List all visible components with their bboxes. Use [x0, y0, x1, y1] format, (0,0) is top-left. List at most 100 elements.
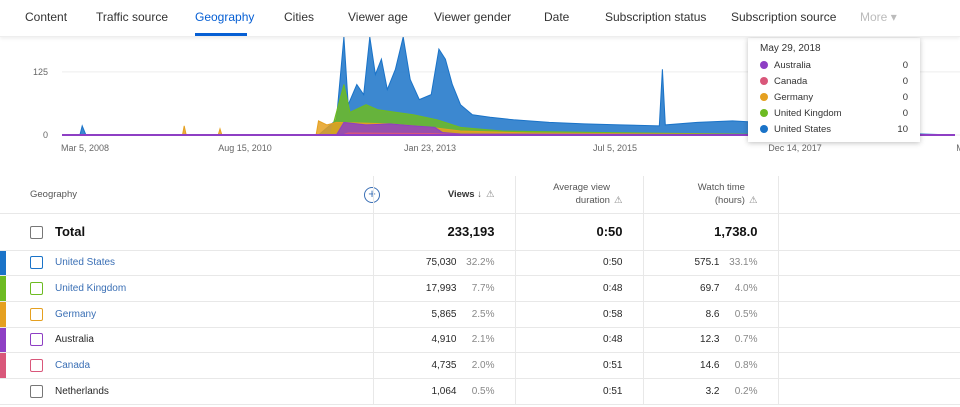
watch-percent: 0.2% — [734, 385, 758, 397]
avd-value: 0:48 — [515, 275, 644, 302]
views-label: Views — [447, 188, 475, 200]
row-checkbox[interactable] — [30, 359, 43, 373]
report-tabs: Content Traffic source Geography Cities … — [0, 0, 960, 37]
series-color-bar — [0, 353, 6, 378]
tooltip-row: Australia 0 — [760, 60, 908, 74]
table-header: Geography Views ↓ ⚠ Average view duration… — [0, 176, 960, 214]
row-checkbox[interactable] — [30, 384, 43, 398]
warning-icon: ⚠ — [485, 188, 495, 200]
tooltip-value: 0 — [902, 60, 908, 71]
views-percent: 7.7% — [471, 283, 495, 295]
country-name: Australia — [55, 334, 94, 346]
country-name[interactable]: United States — [55, 257, 116, 269]
series-color-bar — [0, 327, 6, 353]
header-geography: Geography — [0, 176, 374, 214]
tooltip-series-name: Germany — [774, 92, 814, 103]
legend-dot — [760, 61, 768, 70]
tooltip-value: 10 — [897, 124, 908, 135]
tab-viewer-gender[interactable]: Viewer gender — [434, 10, 512, 24]
views-cell: 4,910 2.1% — [373, 327, 516, 354]
views-cell: 4,735 2.0% — [373, 352, 516, 379]
total-watch: 1,738.0 — [643, 213, 779, 251]
table-row[interactable]: United Kingdom 17,993 7.7% 0:48 69.7 4.0% — [0, 275, 960, 302]
watch-value: 8.6 — [705, 308, 720, 320]
active-tab-underline — [195, 33, 247, 36]
views-value: 1,064 — [431, 385, 457, 397]
row-checkbox[interactable] — [30, 307, 43, 321]
y-tick-label: 125 — [33, 67, 48, 77]
country-cell: Canada — [0, 352, 374, 379]
empty-cell — [778, 275, 960, 302]
empty-cell — [778, 352, 960, 379]
tooltip-row: Canada 0 — [760, 76, 908, 90]
geography-table: Geography Views ↓ ⚠ Average view duration… — [0, 176, 960, 405]
views-percent: 2.5% — [471, 308, 495, 320]
tooltip-date: May 29, 2018 — [760, 43, 821, 54]
x-tick-label: Jan 23, 2013 — [404, 143, 456, 153]
watch-cell: 8.6 0.5% — [643, 301, 779, 328]
watch-percent: 0.7% — [734, 334, 758, 346]
tooltip-value: 0 — [902, 92, 908, 103]
country-name[interactable]: Germany — [55, 308, 97, 320]
series-color-bar — [0, 276, 6, 301]
watch-cell: 14.6 0.8% — [643, 352, 779, 379]
header-watch-time[interactable]: Watch time (hours) ⚠ — [643, 176, 779, 214]
total-label-cell: Total — [0, 213, 374, 251]
empty-column — [778, 176, 960, 214]
avd-value: 0:50 — [515, 250, 644, 277]
table-row[interactable]: United States 75,030 32.2% 0:50 575.1 33.1… — [0, 250, 960, 277]
country-cell: United Kingdom — [0, 275, 374, 302]
tab-subscription-status[interactable]: Subscription status — [605, 10, 707, 24]
views-value: 17,993 — [425, 283, 457, 295]
table-row[interactable]: Netherlands 1,064 0.5% 0:51 3.2 0.2% — [0, 378, 960, 405]
series-area-germany — [62, 120, 955, 136]
watch-value: 12.3 — [700, 334, 720, 346]
total-checkbox[interactable] — [30, 226, 43, 240]
country-cell: Netherlands — [0, 378, 374, 405]
country-cell: Australia — [0, 327, 374, 354]
views-cell: 5,865 2.5% — [373, 301, 516, 328]
views-percent: 2.0% — [471, 360, 495, 372]
tab-viewer-age[interactable]: Viewer age — [348, 10, 408, 24]
y-tick-label: 0 — [43, 130, 48, 140]
tooltip-value: 0 — [902, 76, 908, 87]
tooltip-row: United Kingdom 0 — [760, 108, 908, 122]
watch-percent: 33.1% — [729, 257, 758, 269]
tooltip-value: 0 — [902, 108, 908, 119]
watch-label: Watch time (hours) — [697, 182, 745, 207]
watch-value: 14.6 — [700, 360, 720, 372]
row-checkbox[interactable] — [30, 333, 43, 347]
views-cell: 75,030 32.2% — [373, 250, 516, 277]
table-row[interactable]: Germany 5,865 2.5% 0:58 8.6 0.5% — [0, 301, 960, 328]
tab-cities[interactable]: Cities — [284, 10, 315, 24]
tab-traffic-source[interactable]: Traffic source — [96, 10, 169, 24]
warning-icon: ⚠ — [748, 195, 758, 207]
watch-value: 69.7 — [700, 283, 720, 295]
avd-value: 0:58 — [515, 301, 644, 328]
table-row[interactable]: Australia 4,910 2.1% 0:48 12.3 0.7% — [0, 327, 960, 354]
table-row[interactable]: Canada 4,735 2.0% 0:51 14.6 0.8% — [0, 352, 960, 379]
row-checkbox[interactable] — [30, 256, 43, 270]
country-name[interactable]: United Kingdom — [55, 283, 127, 295]
tab-subscription-source[interactable]: Subscription source — [731, 10, 837, 24]
x-tick-label: M — [956, 143, 960, 153]
views-percent: 32.2% — [466, 257, 495, 269]
tab-more[interactable]: More ▾ — [860, 10, 897, 24]
header-views[interactable]: Views ↓ ⚠ — [373, 176, 516, 214]
avd-label: Average view duration — [553, 182, 610, 207]
row-checkbox[interactable] — [30, 282, 43, 296]
watch-cell: 3.2 0.2% — [643, 378, 779, 405]
views-percent: 0.5% — [471, 385, 495, 397]
header-avd[interactable]: Average view duration ⚠ — [515, 176, 644, 214]
country-name[interactable]: Canada — [55, 360, 91, 372]
tooltip-series-name: Australia — [774, 60, 811, 71]
legend-dot — [760, 125, 768, 134]
more-label: More — [860, 10, 888, 24]
tab-date[interactable]: Date — [544, 10, 570, 24]
views-value: 4,910 — [431, 334, 457, 346]
empty-cell — [778, 213, 960, 251]
tab-geography[interactable]: Geography — [195, 10, 255, 24]
empty-cell — [778, 301, 960, 328]
watch-percent: 4.0% — [734, 283, 758, 295]
tab-content[interactable]: Content — [25, 10, 68, 24]
